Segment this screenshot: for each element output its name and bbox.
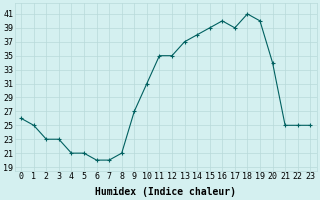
X-axis label: Humidex (Indice chaleur): Humidex (Indice chaleur) (95, 186, 236, 197)
